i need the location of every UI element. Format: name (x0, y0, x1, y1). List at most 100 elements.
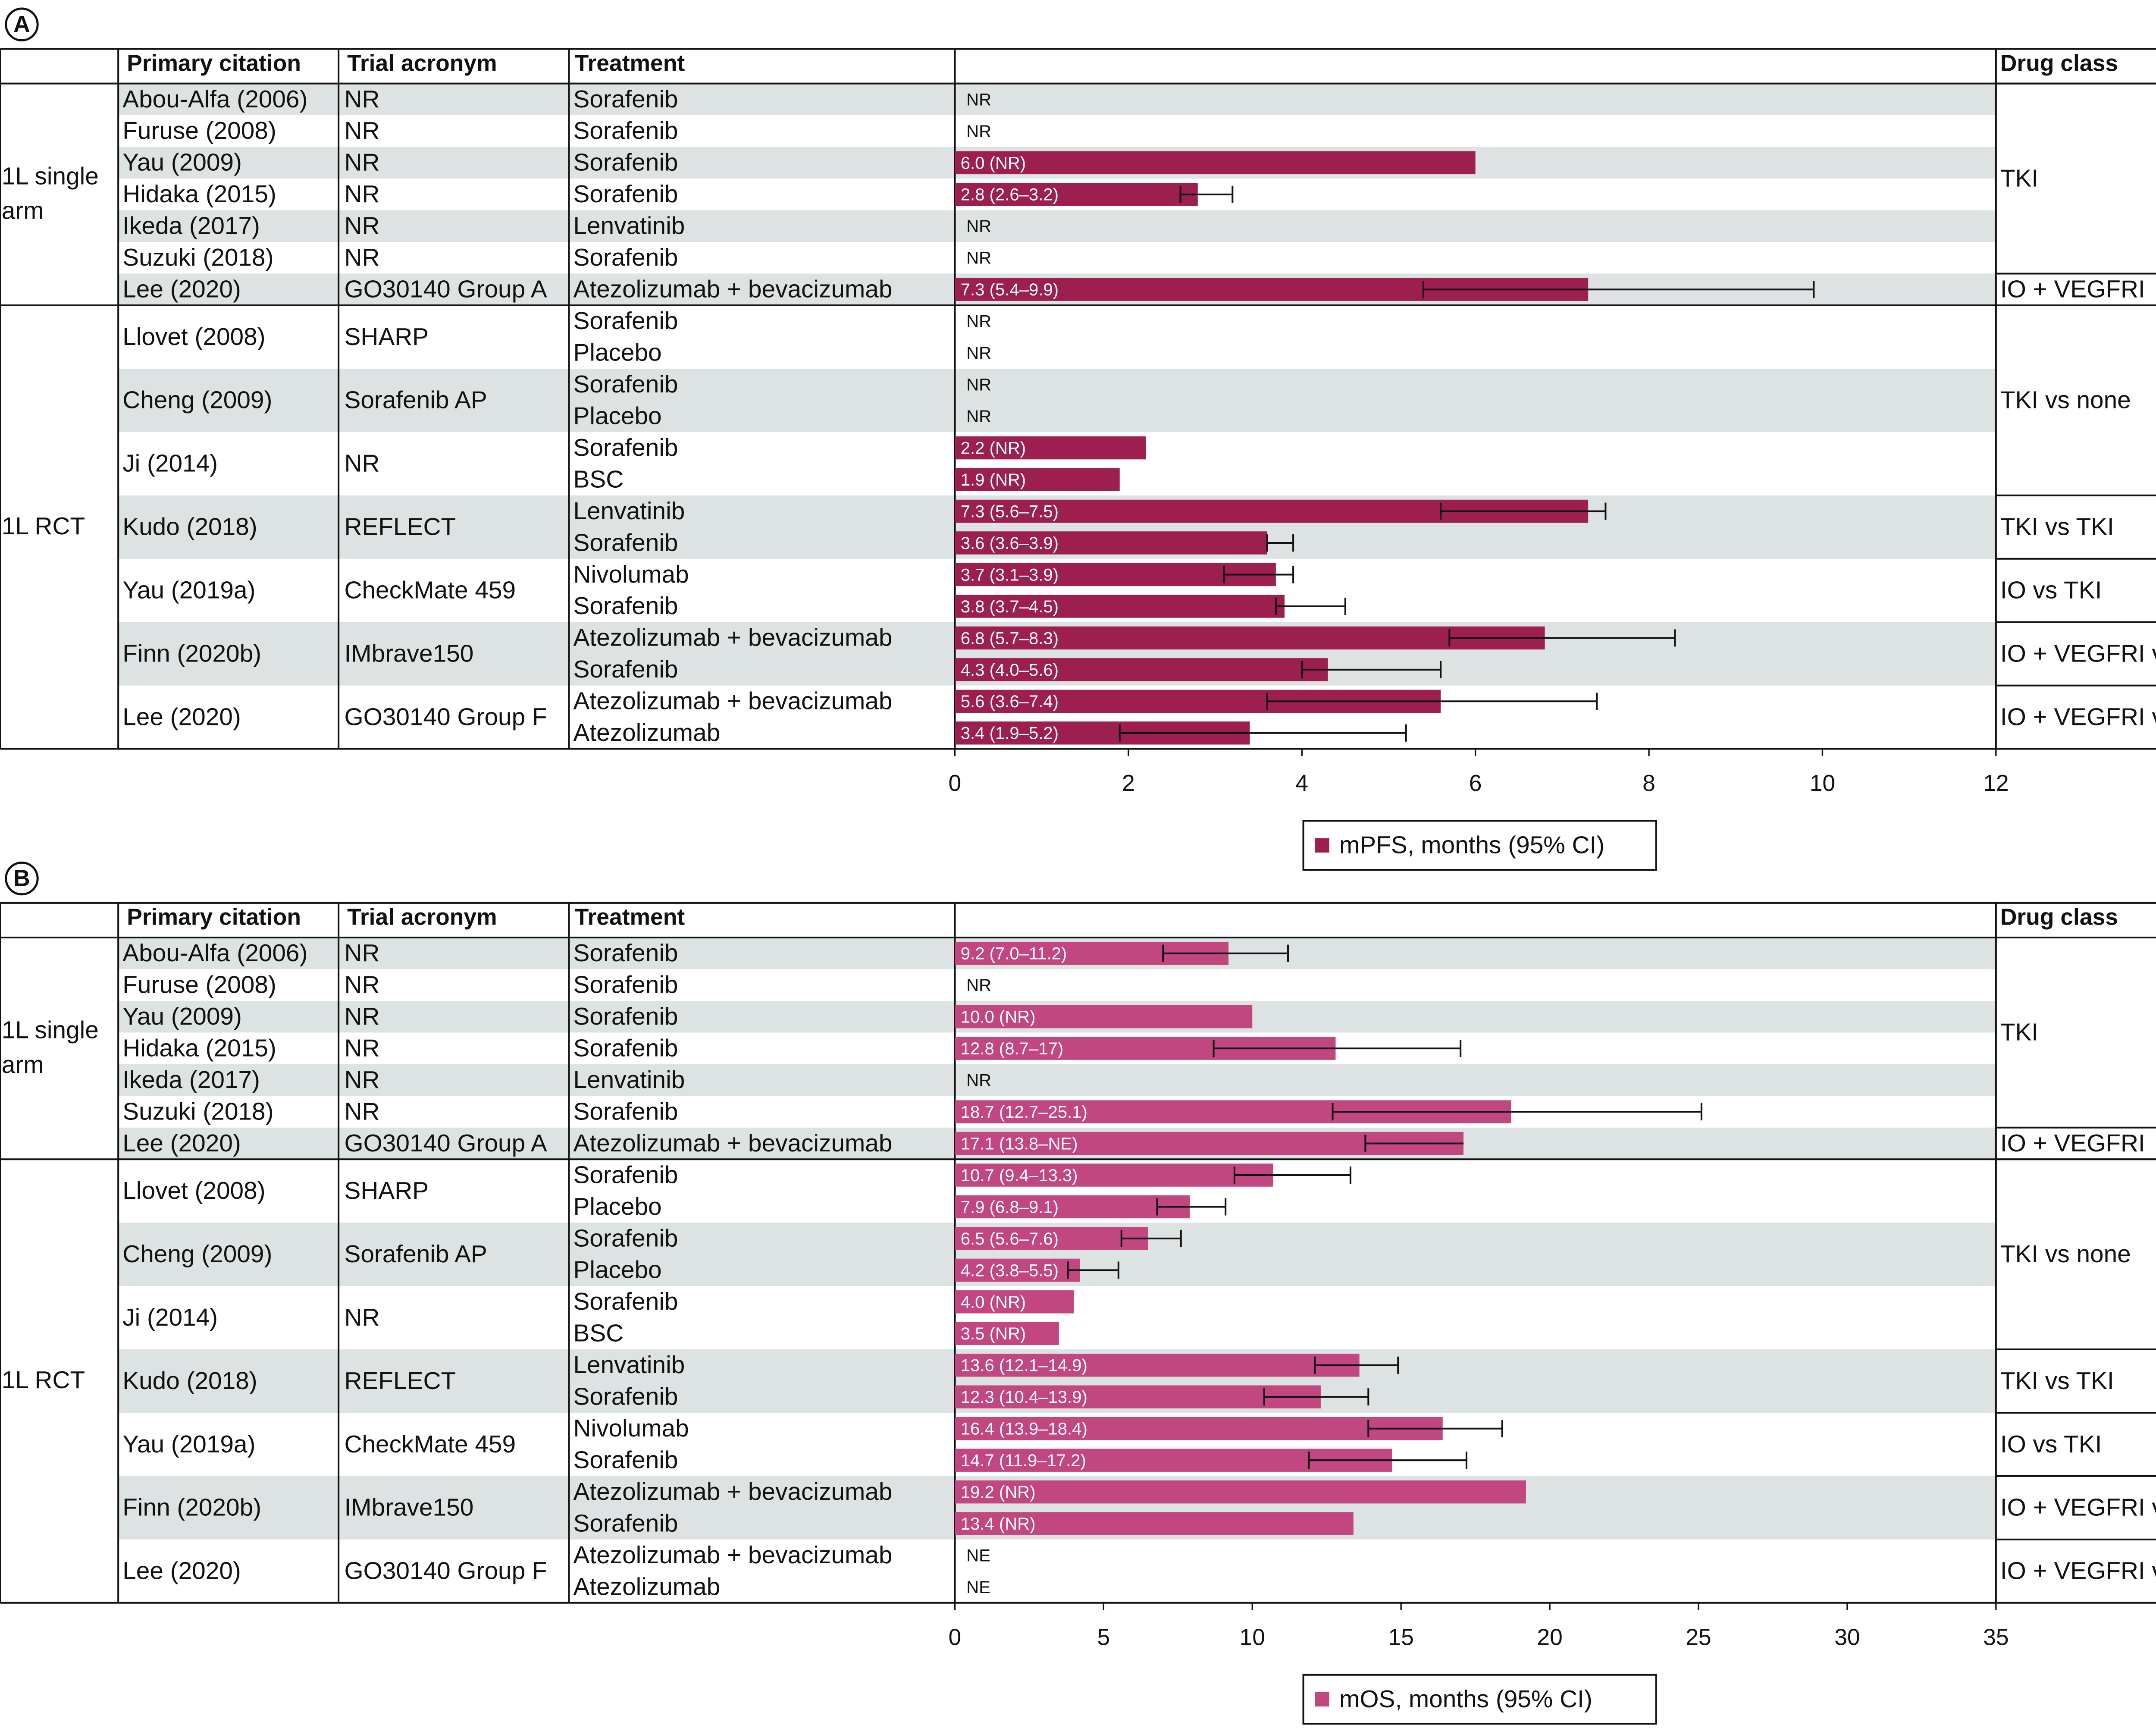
column-header: Drug class (2000, 50, 2118, 76)
value-label: 4.3 (4.0–5.6) (961, 661, 1059, 680)
panel-label: B (13, 866, 30, 891)
drug-class: TKI vs none (2000, 387, 2131, 414)
error-bar (1233, 1166, 1351, 1184)
error-bar (1263, 1388, 1369, 1406)
x-tick-label: 10 (1810, 771, 1835, 796)
group-box: 1L RCT (1, 512, 85, 540)
legend-swatch (1315, 838, 1329, 853)
x-tick-label: 10 (1240, 1624, 1265, 1650)
bar (955, 1290, 1074, 1314)
bar (955, 468, 1120, 491)
trial-acronym: NR (345, 213, 380, 240)
value-label: 7.3 (5.4–9.9) (961, 280, 1059, 299)
error-bar (1332, 1103, 1702, 1121)
x-tick-label: 35 (1983, 1624, 2009, 1650)
value-label: 2.2 (NR) (961, 439, 1026, 458)
drug-class: IO + VEGFRI vs TKI (2000, 1494, 2156, 1521)
citation: Ikeda (2017) (122, 213, 260, 240)
treatment: Atezolizumab + bevacizumab (573, 1478, 892, 1505)
error-bar (1266, 693, 1598, 710)
error-bar (1266, 534, 1294, 552)
citation: Lee (2020) (122, 1130, 241, 1157)
bar (955, 151, 1476, 175)
treatment: Placebo (573, 1193, 661, 1220)
value-label: 6.0 (NR) (961, 154, 1026, 172)
value-label: NE (966, 1578, 990, 1597)
citation: Kudo (2018) (122, 514, 257, 541)
trial-acronym: NR (345, 1066, 380, 1094)
treatment: BSC (573, 466, 624, 493)
value-label: 12.8 (8.7–17) (961, 1039, 1063, 1058)
treatment: Sorafenib (573, 244, 678, 271)
treatment: Sorafenib (573, 1035, 678, 1062)
value-label: 2.8 (2.6–3.2) (961, 185, 1059, 204)
value-label: 7.3 (5.6–7.5) (961, 502, 1059, 521)
trial-acronym: GO30140 Group A (345, 276, 547, 303)
trial-acronym: NR (345, 1098, 380, 1125)
treatment: Sorafenib (573, 972, 678, 999)
treatment: Sorafenib (573, 1447, 678, 1474)
legend-box (1302, 820, 1657, 871)
treatment: Sorafenib (573, 1288, 678, 1315)
trial-acronym: NR (345, 1003, 380, 1030)
treatment: Sorafenib (573, 529, 678, 556)
citation: Lee (2020) (122, 276, 241, 303)
bar (955, 531, 1267, 555)
treatment: Sorafenib (573, 434, 678, 461)
bar (955, 626, 1545, 650)
value-label: 18.7 (12.7–25.1) (961, 1103, 1087, 1122)
treatment: Lenvatinib (573, 498, 685, 525)
treatment: Sorafenib (573, 149, 678, 176)
value-label: NE (966, 1546, 990, 1565)
x-tick-label: 2 (1122, 771, 1135, 796)
column-header: Trial acronym (347, 905, 497, 930)
x-tick-label: 5 (1097, 1624, 1110, 1650)
x-tick-label: 6 (1469, 771, 1482, 796)
x-tick-label: 0 (949, 1624, 962, 1650)
citation: Furuse (2008) (122, 972, 276, 999)
treatment: Sorafenib (573, 1161, 678, 1188)
error-bar (1367, 1420, 1503, 1437)
treatment: Sorafenib (573, 181, 678, 208)
value-label: 10.0 (NR) (961, 1008, 1036, 1027)
error-bar (1067, 1261, 1119, 1279)
x-tick-label: 8 (1642, 771, 1655, 796)
x-tick-label: 4 (1295, 771, 1308, 796)
citation: Llovet (2008) (122, 323, 265, 351)
trial-acronym: NR (345, 244, 380, 271)
trial-acronym: NR (345, 1035, 380, 1062)
value-label: 6.5 (5.6–7.6) (961, 1229, 1059, 1248)
column-header: Drug class (2000, 905, 2118, 930)
row-shade (118, 83, 1996, 116)
trial-acronym: IMbrave150 (345, 640, 474, 667)
bar (955, 1005, 1253, 1029)
citation: Ikeda (2017) (122, 1066, 260, 1094)
value-label: 13.6 (12.1–14.9) (961, 1356, 1087, 1375)
bar (955, 1385, 1321, 1408)
error-bar (1448, 629, 1676, 647)
treatment: BSC (573, 1320, 624, 1347)
value-label: 7.9 (6.8–9.1) (961, 1198, 1059, 1217)
treatment: Atezolizumab (573, 719, 720, 746)
value-label: 12.3 (10.4–13.9) (961, 1388, 1087, 1407)
error-bar (1156, 1198, 1227, 1216)
citation: Yau (2019a) (122, 1431, 255, 1458)
citation: Cheng (2009) (122, 1241, 272, 1268)
trial-acronym: CheckMate 459 (345, 1431, 516, 1458)
treatment: Sorafenib (573, 371, 678, 398)
drug-class: IO + VEGFRI (2000, 276, 2145, 303)
treatment: Sorafenib (573, 86, 678, 113)
treatment: Atezolizumab (573, 1573, 720, 1600)
group-label: 1L RCT (1, 512, 85, 540)
treatment: Sorafenib (573, 1510, 678, 1537)
bar (955, 1195, 1190, 1219)
treatment: Sorafenib (573, 117, 678, 144)
row-shade (118, 368, 1996, 401)
trial-acronym: REFLECT (345, 514, 456, 541)
value-label: 16.4 (13.9–18.4) (961, 1420, 1087, 1439)
panel-badge (5, 861, 39, 896)
legend-label: mOS, months (95% CI) (1339, 1686, 1592, 1713)
citation: Yau (2009) (122, 149, 242, 176)
